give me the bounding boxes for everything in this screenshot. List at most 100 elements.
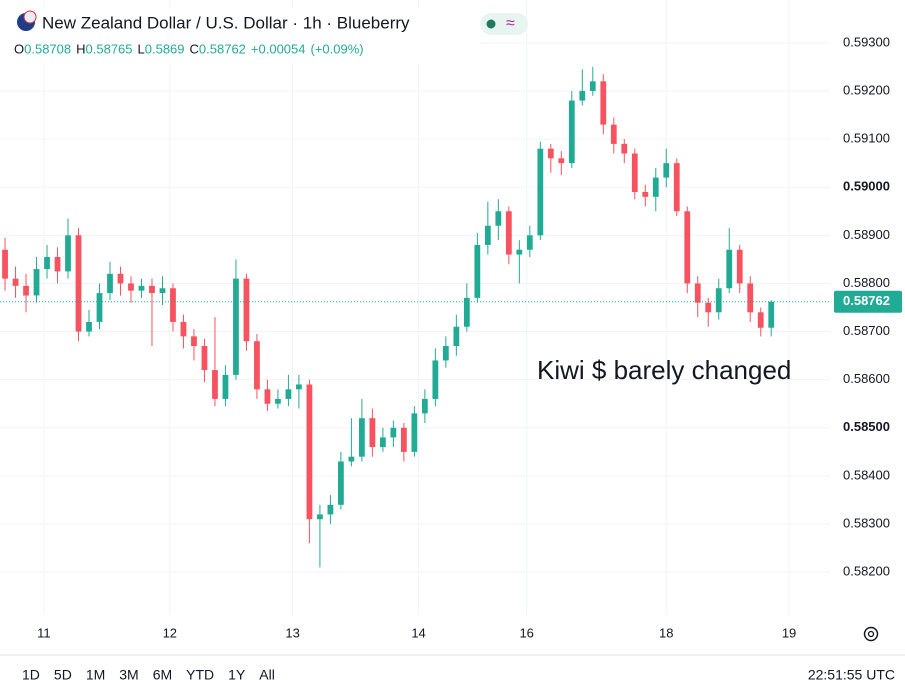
candle-body — [684, 211, 691, 284]
candle-body — [526, 235, 533, 250]
candle-body — [44, 256, 50, 270]
candle-body — [159, 288, 166, 294]
last-price-badge — [834, 290, 902, 313]
candle-body — [642, 192, 649, 197]
candle-body — [400, 427, 407, 452]
candle-body — [694, 283, 701, 303]
ohlc-value: 0.58765 — [86, 41, 133, 56]
candle-body — [600, 81, 607, 125]
y-tick-label: 0.59100 — [843, 131, 890, 146]
axes: 0.58200 0.58300 0.58400 0.58500 0.58600 0.587… — [0, 34, 902, 640]
candle-body — [233, 278, 239, 375]
candle-body — [442, 345, 449, 361]
candle-body — [296, 384, 302, 390]
y-tick-label: 0.58300 — [843, 515, 890, 530]
ohlc-change-pct: (+0.09%) — [311, 41, 364, 56]
ohlc-value: 0.58708 — [24, 41, 71, 56]
candle-body — [547, 148, 554, 159]
candle-body — [768, 301, 775, 328]
candle-body — [463, 297, 470, 327]
status-pill[interactable]: ≈ — [480, 13, 528, 35]
timeframe-button[interactable]: 6M — [153, 667, 172, 680]
ohlc-change: +0.00054 — [251, 41, 306, 56]
y-tick-label: 0.58200 — [843, 564, 890, 579]
candle-body — [306, 384, 313, 520]
candle-body — [705, 302, 712, 313]
candle-body — [747, 283, 754, 313]
ohlc-value: 0.58762 — [199, 41, 246, 56]
candle-body — [726, 249, 733, 289]
candle-body — [2, 249, 8, 279]
candle-body — [348, 456, 355, 462]
candle-body — [264, 389, 271, 404]
x-tick-label: 18 — [659, 625, 673, 640]
candle-body — [621, 143, 628, 154]
candle-body — [54, 256, 61, 272]
x-tick-label: 13 — [285, 625, 299, 640]
timeframe-button[interactable]: 5D — [54, 667, 72, 680]
candle-body — [421, 398, 428, 414]
candle-body — [23, 285, 29, 296]
timeframe-button[interactable]: All — [259, 667, 275, 680]
candle-body — [170, 288, 176, 322]
candle-body — [715, 288, 722, 313]
timeframe-button[interactable]: 3M — [119, 667, 138, 680]
candle-body — [610, 124, 617, 144]
timeframe-button[interactable]: YTD — [186, 667, 214, 680]
candle-body — [432, 360, 439, 399]
candle-body — [663, 163, 670, 178]
candle-body — [275, 398, 281, 404]
candle-body — [33, 269, 40, 296]
candle-body — [243, 278, 250, 342]
candle-body — [212, 370, 218, 399]
y-tick-label: 0.59000 — [843, 179, 890, 194]
x-tick-label: 19 — [782, 625, 796, 640]
candle-body — [12, 278, 19, 286]
candle-body — [180, 321, 187, 337]
candle-body — [390, 427, 397, 438]
candle-body — [652, 177, 659, 197]
y-tick-label: 0.58600 — [843, 371, 890, 386]
y-tick-label: 0.58700 — [843, 323, 890, 338]
candle-body — [631, 153, 638, 193]
timeframe-button[interactable]: 1Y — [228, 667, 246, 680]
candle-body — [138, 285, 145, 291]
y-tick-label: 0.58800 — [843, 275, 890, 290]
x-tick-label: 12 — [163, 625, 177, 640]
candles — [2, 66, 775, 568]
candle-body — [505, 211, 512, 255]
settings-icon[interactable] — [863, 626, 879, 642]
x-tick-label: 11 — [37, 625, 51, 640]
candle-body — [327, 504, 334, 515]
candle-body — [495, 211, 502, 226]
candle-body — [128, 283, 134, 291]
y-tick-label: 0.59300 — [843, 34, 890, 49]
candle-body — [285, 389, 292, 399]
ohlc-key: H — [76, 41, 85, 56]
candle-body — [75, 235, 82, 332]
timeframe-button[interactable]: 1M — [86, 667, 105, 680]
wave-icon: ≈ — [506, 15, 515, 32]
y-tick-label: 0.58400 — [843, 467, 890, 482]
timeframe-button[interactable]: 1D — [22, 667, 40, 680]
ohlc-key: C — [190, 41, 199, 56]
y-tick-label: 0.58500 — [843, 419, 890, 434]
candle-body — [537, 148, 544, 236]
candle-body — [254, 341, 260, 390]
candle-body — [65, 235, 71, 272]
last-price-label: 0.58762 — [843, 293, 890, 308]
bottom-toolbar: 1D 5D 1M 3M 6M YTD 1Y All 22:51:55 UTC — [0, 654, 905, 680]
candle-body — [453, 326, 460, 346]
candle-body — [579, 90, 586, 101]
candle-body — [411, 413, 418, 452]
x-tick-label: 16 — [519, 625, 533, 640]
x-tick-label: 14 — [411, 625, 425, 640]
candle-body — [736, 249, 743, 284]
candle-body — [369, 418, 376, 448]
candle-body — [516, 249, 523, 255]
y-tick-label: 0.59200 — [843, 82, 890, 97]
candle-body — [338, 461, 344, 505]
candle-body — [568, 100, 575, 164]
candle-body — [757, 312, 764, 328]
